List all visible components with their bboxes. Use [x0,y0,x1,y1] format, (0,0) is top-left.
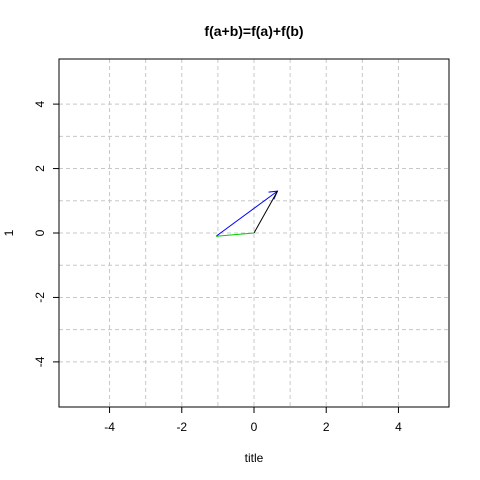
y-tick-label: 0 [33,229,47,236]
vector-segment [216,232,255,237]
x-tick-label: 4 [395,420,402,434]
vector-segment [215,190,278,237]
y-tick-label: -4 [33,356,47,367]
x-tick-label: 0 [251,420,258,434]
chart-title: f(a+b)=f(a)+f(b) [204,23,303,39]
y-tick-label: -2 [33,292,47,303]
vector-arrow [215,190,279,237]
x-axis-label: title [245,451,264,465]
y-axis: -4 -2 0 2 4 [33,100,59,367]
vector-arrow [216,232,255,237]
y-tick-label: 4 [33,100,47,107]
y-axis-label: 1 [2,229,16,236]
grid [59,59,449,407]
x-tick-label: -2 [176,420,187,434]
data-marks [215,190,279,237]
vector-segment [253,190,278,234]
vector-arrow [253,190,278,234]
y-tick-label: 2 [33,165,47,172]
x-tick-label: 2 [323,420,330,434]
x-axis: -4 -2 0 2 4 [104,407,402,434]
x-tick-label: -4 [104,420,115,434]
